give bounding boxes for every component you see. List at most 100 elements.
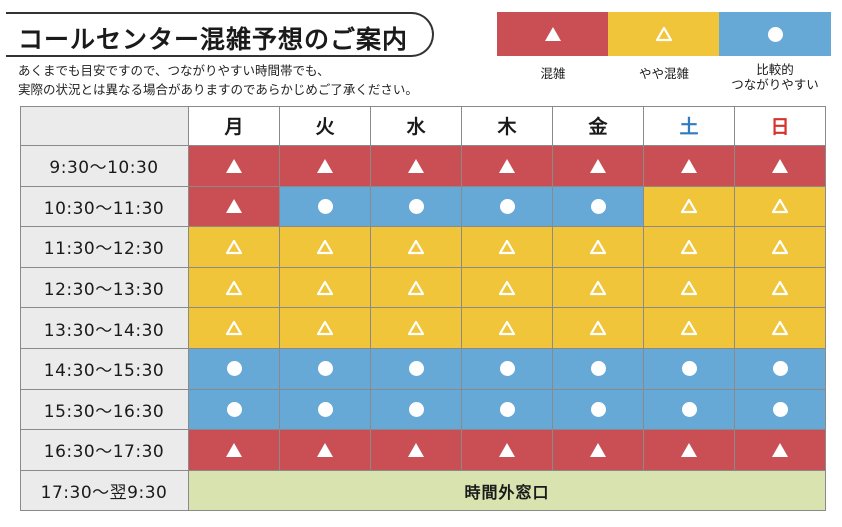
outline-triangle-icon <box>771 321 789 336</box>
congestion-cell <box>280 389 371 431</box>
time-slot-label: 16:30〜17:30 <box>20 430 189 471</box>
day-header: 土 <box>644 106 735 146</box>
time-slot-label: 10:30〜11:30 <box>20 186 189 228</box>
filled-triangle-icon <box>317 158 333 173</box>
note-line: あくまでも目安ですので、つながりやすい時間帯でも、 <box>18 63 330 78</box>
congestion-cell <box>553 430 644 471</box>
filled-triangle-icon <box>226 442 242 457</box>
congestion-cell <box>371 430 462 471</box>
circle-icon <box>499 198 515 214</box>
outline-triangle-icon <box>680 239 698 255</box>
circle-icon <box>226 361 242 377</box>
filled-triangle-icon <box>772 442 788 457</box>
outline-triangle-icon <box>407 239 425 255</box>
outline-triangle-icon <box>498 280 516 295</box>
filled-triangle-icon <box>408 158 424 173</box>
congestion-cell <box>553 308 644 349</box>
outline-triangle-icon <box>680 321 698 336</box>
congestion-cell <box>553 227 644 268</box>
circle-icon <box>772 361 788 377</box>
congestion-cell <box>280 430 371 471</box>
congestion-cell <box>189 430 280 471</box>
filled-triangle-icon <box>408 442 424 457</box>
circle-icon <box>499 361 515 377</box>
congestion-cell <box>189 227 280 268</box>
congestion-cell <box>189 308 280 349</box>
congestion-cell <box>280 146 371 187</box>
day-header: 日 <box>735 106 826 146</box>
day-header: 金 <box>553 106 644 146</box>
filled-triangle-icon <box>317 442 333 457</box>
day-header: 月 <box>189 106 280 146</box>
legend-label-line: やや混雑 <box>638 66 689 81</box>
circle-icon <box>317 401 333 417</box>
congestion-cell <box>735 389 826 431</box>
circle-icon <box>226 401 242 417</box>
time-slot-label: 13:30〜14:30 <box>20 308 189 349</box>
congestion-cell <box>644 227 735 268</box>
congestion-cell <box>735 146 826 187</box>
circle-icon <box>772 401 788 417</box>
filled-triangle-icon <box>545 27 561 41</box>
congestion-cell <box>462 186 553 228</box>
legend-label-line: 比較的 <box>756 62 794 77</box>
title-banner <box>6 12 434 57</box>
congestion-cell <box>462 308 553 349</box>
congestion-cell <box>371 227 462 268</box>
time-slot-label: 9:30〜10:30 <box>20 146 189 187</box>
circle-icon <box>408 401 424 417</box>
header-corner <box>20 106 189 146</box>
circle-icon <box>681 401 697 417</box>
filled-triangle-icon <box>590 158 606 173</box>
filled-triangle-icon <box>499 442 515 457</box>
filled-triangle-icon <box>681 158 697 173</box>
time-slot-label: 11:30〜12:30 <box>20 227 189 268</box>
congestion-cell <box>553 267 644 309</box>
congestion-cell <box>280 186 371 228</box>
filled-triangle-icon <box>226 199 242 214</box>
congestion-cell <box>371 389 462 431</box>
time-slot-label: 17:30〜翌9:30 <box>20 470 189 512</box>
circle-icon <box>317 361 333 377</box>
congestion-cell <box>644 349 735 390</box>
congestion-cell <box>371 349 462 390</box>
outline-triangle-icon <box>589 321 607 336</box>
time-slot-label: 15:30〜16:30 <box>20 389 189 431</box>
outline-triangle-icon <box>225 280 243 295</box>
day-header: 木 <box>462 106 553 146</box>
congestion-cell <box>189 389 280 431</box>
congestion-cell <box>462 389 553 431</box>
congestion-cell <box>644 186 735 228</box>
congestion-cell <box>644 267 735 309</box>
congestion-cell <box>462 146 553 187</box>
outline-triangle-icon <box>407 321 425 336</box>
congestion-cell <box>644 389 735 431</box>
congestion-cell <box>189 186 280 228</box>
congestion-cell <box>735 186 826 228</box>
congestion-cell <box>462 267 553 309</box>
outline-triangle-icon <box>225 321 243 336</box>
outline-triangle-icon <box>225 239 243 255</box>
congestion-cell <box>553 146 644 187</box>
day-header: 水 <box>371 106 462 146</box>
circle-icon <box>408 361 424 377</box>
congestion-cell <box>735 308 826 349</box>
legend-label-line: つながりやすい <box>731 77 819 92</box>
congestion-cell <box>553 349 644 390</box>
congestion-cell <box>553 186 644 228</box>
page-title: コールセンター混雑予想のご案内 <box>18 25 409 54</box>
congestion-cell <box>189 146 280 187</box>
note-line: 実際の状況とは異なる場合がありますのであらかじめご了承ください。 <box>18 82 418 97</box>
congestion-cell <box>462 430 553 471</box>
circle-icon <box>767 26 783 42</box>
legend-swatch <box>497 12 609 56</box>
congestion-cell <box>371 308 462 349</box>
congestion-cell <box>371 186 462 228</box>
outline-triangle-icon <box>771 199 789 214</box>
legend-label-line: 混雑 <box>540 66 566 81</box>
filled-triangle-icon <box>681 442 697 457</box>
legend-item-somewhat-busy: やや混雑 <box>608 12 720 81</box>
congestion-cell <box>735 267 826 309</box>
outline-triangle-icon <box>498 321 516 336</box>
circle-icon <box>590 361 606 377</box>
